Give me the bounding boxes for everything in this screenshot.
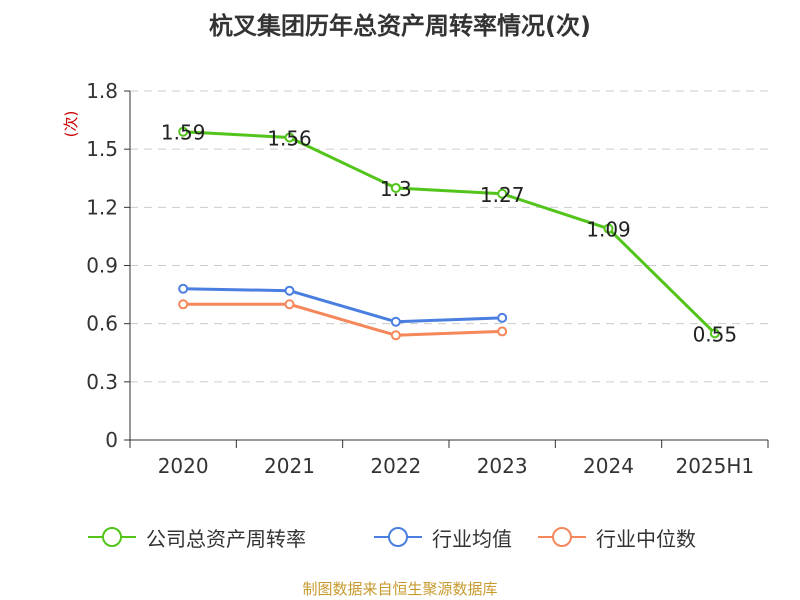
data-point-0 — [178, 126, 189, 137]
data-point-1 — [284, 285, 295, 296]
data-point-0 — [497, 188, 508, 199]
y-tick-label: 1.8 — [86, 79, 118, 103]
data-point-0 — [390, 182, 401, 193]
legend-label-industry-mean: 行业均值 — [432, 526, 512, 551]
y-tick-label: 1.2 — [86, 195, 118, 219]
legend-marker-industry-mean — [374, 527, 422, 547]
series-line-0 — [183, 130, 716, 335]
legend-item-company[interactable]: 公司总资产周转率 — [86, 520, 306, 554]
data-point-2 — [284, 299, 295, 310]
y-tick-label: 0 — [105, 428, 118, 452]
x-tick-label: 2020 — [158, 454, 209, 478]
series-lines — [178, 126, 720, 341]
series-line-1 — [183, 287, 503, 324]
data-point-1 — [178, 283, 189, 294]
data-point-2 — [390, 330, 401, 341]
data-point-1 — [497, 312, 508, 323]
data-point-0 — [603, 223, 614, 234]
data-labels: 1.59 1.56 1.3 1.27 1.09 0.55 — [161, 121, 737, 347]
data-point-2 — [497, 326, 508, 337]
legend-label-industry-median: 行业中位数 — [596, 526, 696, 551]
data-point-0 — [709, 328, 720, 339]
series-line-2 — [183, 302, 503, 337]
data-point-1 — [390, 316, 401, 327]
data-label: 1.3 — [380, 177, 412, 201]
data-label: 1.56 — [267, 127, 312, 151]
y-tick-label: 0.9 — [86, 254, 118, 278]
data-label: 0.55 — [693, 322, 738, 346]
legend-item-industry-mean[interactable]: 行业均值 — [372, 520, 512, 554]
legend-marker-industry-median — [538, 527, 586, 547]
data-label: 1.59 — [161, 121, 206, 145]
y-tick-label: 1.5 — [86, 137, 118, 161]
data-label: 1.27 — [480, 183, 525, 207]
chart-title: 杭叉集团历年总资产周转率情况(次) — [209, 12, 591, 40]
y-tick-label: 0.6 — [86, 312, 118, 336]
y-axis-unit-label: (次) — [62, 111, 80, 138]
x-tick-label: 2021 — [264, 454, 315, 478]
x-tick-label: 2023 — [477, 454, 528, 478]
data-source-note: 制图数据来自恒生聚源数据库 — [302, 580, 498, 598]
legend-label-company: 公司总资产周转率 — [146, 526, 306, 551]
data-point-2 — [178, 299, 189, 310]
x-tick-label: 2025H1 — [675, 454, 754, 478]
x-tick-label: 2022 — [370, 454, 421, 478]
axes: 0 0.3 0.6 0.9 1.2 1.5 1.8 2020 2021 2022 2023 2024 2… — [86, 79, 769, 478]
y-tick-label: 0.3 — [86, 370, 118, 394]
legend-marker-company — [88, 527, 136, 547]
chart-legend: 公司总资产周转率 行业均值 行业中位数 — [0, 520, 800, 554]
x-tick-label: 2024 — [583, 454, 634, 478]
legend-item-industry-median[interactable]: 行业中位数 — [536, 520, 696, 554]
data-label: 1.09 — [586, 218, 631, 242]
data-point-0 — [284, 132, 295, 143]
